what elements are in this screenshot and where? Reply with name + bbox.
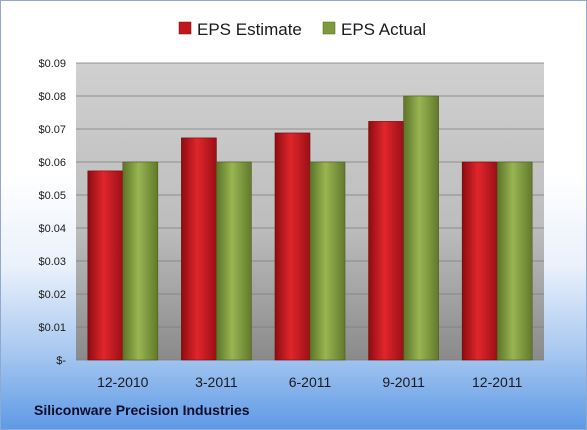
y-tick-label: $0.06	[38, 157, 66, 169]
y-tick-label: $0.03	[38, 256, 66, 268]
x-axis-ticks: 12-2010 3-2011 6-2011 9-2011 12-2011	[97, 374, 522, 390]
y-tick-label: $0.09	[38, 58, 66, 70]
bar-eps-estimate	[461, 161, 498, 361]
legend: EPS Estimate EPS Actual	[178, 20, 426, 39]
y-tick-label: $0.02	[38, 289, 66, 301]
x-tick-label: 9-2011	[382, 374, 425, 390]
bar-eps-actual	[403, 95, 439, 361]
x-tick-label: 6-2011	[289, 374, 332, 390]
x-tick-label: 3-2011	[195, 374, 238, 390]
bar-eps-actual	[122, 161, 159, 361]
y-tick-label: $0.01	[38, 322, 66, 334]
y-tick-label: $0.08	[38, 91, 66, 103]
y-tick-label: $0.05	[38, 190, 66, 202]
legend-label-estimate: EPS Estimate	[197, 20, 302, 39]
x-tick-label: 12-2010	[97, 374, 149, 390]
y-tick-label: $-	[56, 355, 66, 367]
company-caption: Siliconware Precision Industries	[34, 402, 250, 418]
legend-label-actual: EPS Actual	[341, 20, 426, 39]
legend-swatch-estimate	[178, 21, 192, 35]
bar-eps-estimate	[181, 137, 217, 361]
bar-eps-estimate	[87, 170, 124, 361]
y-tick-label: $0.07	[38, 124, 66, 136]
y-tick-label: $0.04	[38, 223, 66, 235]
bar-eps-actual	[309, 161, 346, 361]
bar-eps-estimate	[368, 121, 404, 361]
y-axis-ticks: $- $0.01 $0.02 $0.03 $0.04 $0.05 $0.06 $0.07 $0.…	[38, 58, 66, 367]
x-tick-label: 12-2011	[472, 374, 523, 390]
bar-eps-estimate	[274, 132, 311, 361]
bar-eps-actual	[216, 161, 252, 361]
bar-eps-actual	[496, 161, 533, 361]
bars	[87, 95, 533, 361]
legend-swatch-actual	[322, 21, 336, 35]
